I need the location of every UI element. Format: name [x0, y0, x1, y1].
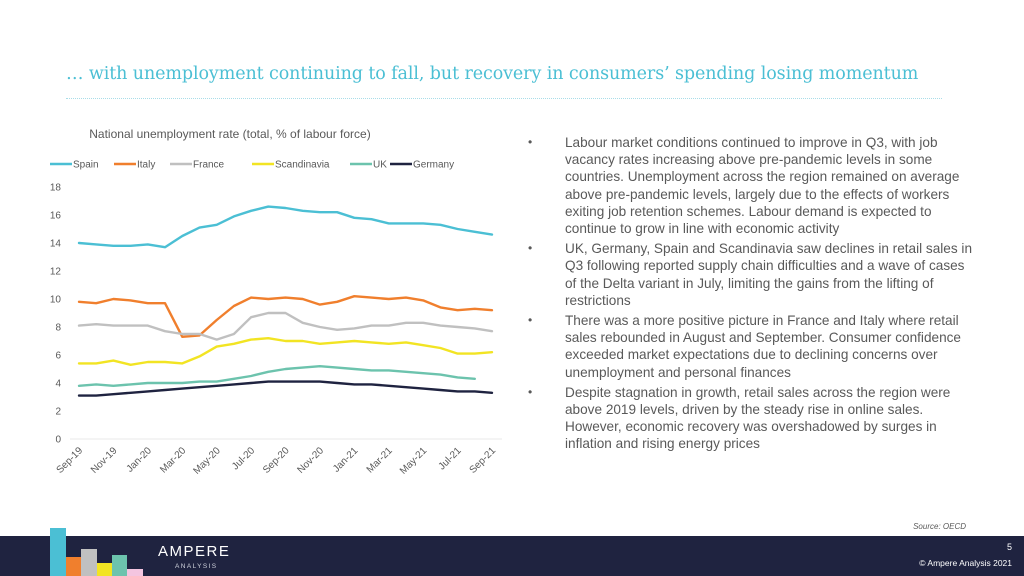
x-axis: Sep-19 Nov-19 Jan-20 Mar-20 May-20 Jul-20 Sep-…	[55, 445, 499, 477]
x-tick-label: Jul-21	[437, 445, 464, 472]
bullet-text: There was a more positive picture in Fra…	[565, 313, 961, 380]
y-tick-label: 2	[55, 407, 61, 418]
x-tick-label: Sep-20	[261, 445, 292, 476]
commentary-list: • Labour market conditions continued to i…	[522, 134, 972, 456]
y-tick-label: 0	[55, 435, 61, 446]
x-tick-label: Mar-20	[158, 445, 188, 475]
x-tick-label: Sep-21	[468, 445, 499, 476]
legend-label-scandinavia: Scandinavia	[275, 160, 330, 171]
x-tick-label: May-20	[191, 445, 223, 477]
bullet-icon: •	[528, 135, 533, 149]
series-line-uk	[77, 365, 476, 387]
y-axis: 0 2 4 6 8 10 12 14 16 18	[50, 183, 62, 446]
slide-title: … with unemployment continuing to fall, …	[66, 64, 919, 84]
series-lines	[77, 205, 494, 397]
bullet-item: • Despite stagnation in growth, retail sa…	[522, 384, 972, 453]
source-note: Source: OECD	[913, 522, 966, 531]
unemployment-chart: National unemployment rate (total, % of …	[40, 120, 510, 490]
x-tick-label: May-21	[398, 445, 430, 477]
y-tick-label: 4	[55, 379, 61, 390]
legend-label-spain: Spain	[73, 160, 99, 171]
x-tick-label: Mar-21	[365, 445, 395, 475]
bullet-item: • There was a more positive picture in Fr…	[522, 312, 972, 381]
copyright: © Ampere Analysis 2021	[919, 558, 1012, 568]
page-number: 5	[1006, 542, 1012, 552]
legend-label-italy: Italy	[137, 160, 155, 171]
series-line-france	[77, 311, 494, 341]
bullet-text: Labour market conditions continued to im…	[565, 135, 960, 237]
bullet-icon: •	[528, 313, 533, 328]
bullet-icon: •	[528, 384, 533, 399]
bullet-icon: •	[528, 241, 533, 256]
y-tick-label: 10	[50, 295, 62, 306]
legend-label-germany: Germany	[413, 160, 454, 171]
y-tick-label: 12	[50, 267, 62, 278]
series-line-scandinavia	[77, 337, 494, 366]
x-tick-label: Nov-20	[295, 445, 326, 476]
title-divider	[66, 98, 942, 99]
bullet-item: • UK, Germany, Spain and Scandinavia saw …	[522, 240, 972, 309]
footer-bar	[0, 536, 1024, 576]
logo-subtitle: ANALYSIS	[175, 563, 218, 570]
bullet-text: UK, Germany, Spain and Scandinavia saw d…	[565, 241, 973, 308]
x-tick-label: Sep-19	[55, 445, 86, 476]
chart-title: National unemployment rate (total, % of …	[89, 127, 370, 141]
legend-label-france: France	[193, 160, 225, 171]
y-tick-label: 8	[55, 323, 61, 334]
series-line-spain	[77, 205, 494, 249]
x-tick-label: Jan-20	[125, 445, 155, 475]
x-tick-label: Jul-20	[230, 445, 257, 472]
logo-wordmark: AMPERE	[158, 543, 231, 560]
y-tick-label: 16	[50, 211, 62, 222]
chart-legend: Spain Italy France Scandinavia UK Germany	[50, 160, 454, 171]
series-line-italy	[77, 295, 494, 338]
x-tick-label: Jan-21	[331, 445, 361, 475]
y-tick-label: 18	[50, 183, 62, 194]
y-tick-label: 14	[50, 239, 62, 250]
series-line-germany	[77, 380, 494, 397]
bullet-item: • Labour market conditions continued to i…	[522, 134, 972, 237]
legend-label-uk: UK	[373, 160, 387, 171]
x-tick-label: Nov-19	[89, 445, 120, 476]
y-tick-label: 6	[55, 351, 61, 362]
bullet-text: Despite stagnation in growth, retail sal…	[565, 384, 951, 452]
chart-canvas: National unemployment rate (total, % of …	[50, 127, 502, 477]
